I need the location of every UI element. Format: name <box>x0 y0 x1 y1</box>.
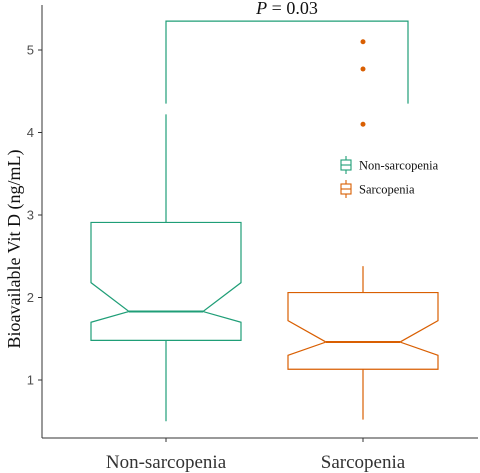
sarcopenia-box <box>287 291 439 370</box>
significance-bracket <box>165 20 409 104</box>
p-value-text: = 0.03 <box>267 0 318 18</box>
y-tick-label: 2 <box>27 290 34 305</box>
y-tick-label: 4 <box>27 125 34 140</box>
legend-label: Non-sarcopenia <box>359 159 439 173</box>
y-tick-label: 1 <box>27 373 34 388</box>
axes: 1 2 3 4 5 Non-sarcopenia Sarcopenia <box>27 5 478 473</box>
sarcopenia-outlier-point <box>360 39 366 45</box>
legend: Non-sarcopenia Sarcopenia <box>340 156 439 198</box>
non-sarcopenia-box <box>90 221 242 341</box>
sarcopenia-outlier-point <box>360 121 366 127</box>
chart-marks <box>90 20 439 422</box>
y-tick-label: 3 <box>27 208 34 223</box>
x-tick-label: Sarcopenia <box>321 452 406 473</box>
y-axis-title: Bioavailable Vit D (ng/mL) <box>4 149 25 348</box>
p-value-symbol: P <box>255 0 267 18</box>
legend-label: Sarcopenia <box>359 183 415 197</box>
sarcopenia-outlier-point <box>360 66 366 72</box>
y-tick-label: 5 <box>27 43 34 58</box>
x-tick-label: Non-sarcopenia <box>106 452 227 473</box>
p-value-annotation: P = 0.03 <box>255 0 318 18</box>
